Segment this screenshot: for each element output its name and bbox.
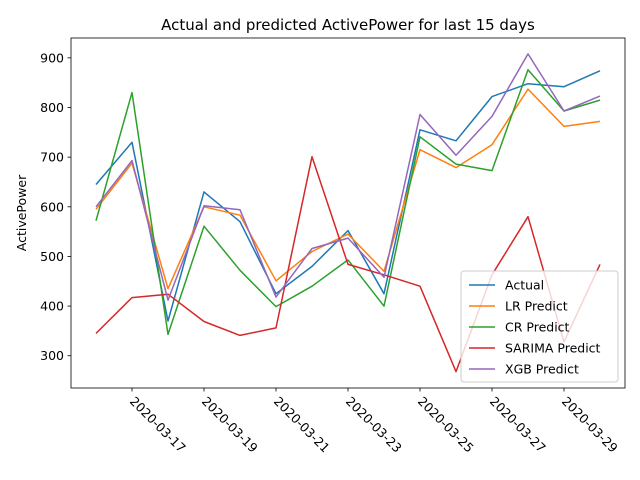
y-tick-label: 600: [40, 199, 64, 214]
legend: Actual LR Predict CR Predict SARIMA Predict…: [460, 270, 619, 383]
y-tick-label: 700: [40, 150, 64, 165]
legend-label-lr-predict: LR Predict: [505, 299, 568, 314]
series-line-cr-predict: [95, 69, 601, 336]
y-tick-label: 900: [40, 50, 64, 65]
legend-label-xgb-predict: XGB Predict: [505, 362, 579, 377]
y-axis-label: ActivePower: [14, 174, 29, 251]
legend-label-sarima-predict: SARIMA Predict: [505, 341, 601, 356]
y-tick-label: 800: [40, 100, 64, 115]
series-line-xgb-predict: [95, 53, 601, 301]
y-tick-label: 400: [40, 299, 64, 314]
legend-label-cr-predict: CR Predict: [505, 320, 570, 335]
chart-title: Actual and predicted ActivePower for las…: [161, 16, 535, 34]
series-line-lr-predict: [95, 88, 601, 290]
legend-label-actual: Actual: [505, 278, 544, 293]
legend-box: [460, 270, 619, 383]
y-tick-label: 500: [40, 249, 64, 264]
series-line-sarima-predict: [95, 155, 601, 373]
y-tick-label: 300: [40, 348, 64, 363]
series-line-actual: [95, 70, 601, 322]
